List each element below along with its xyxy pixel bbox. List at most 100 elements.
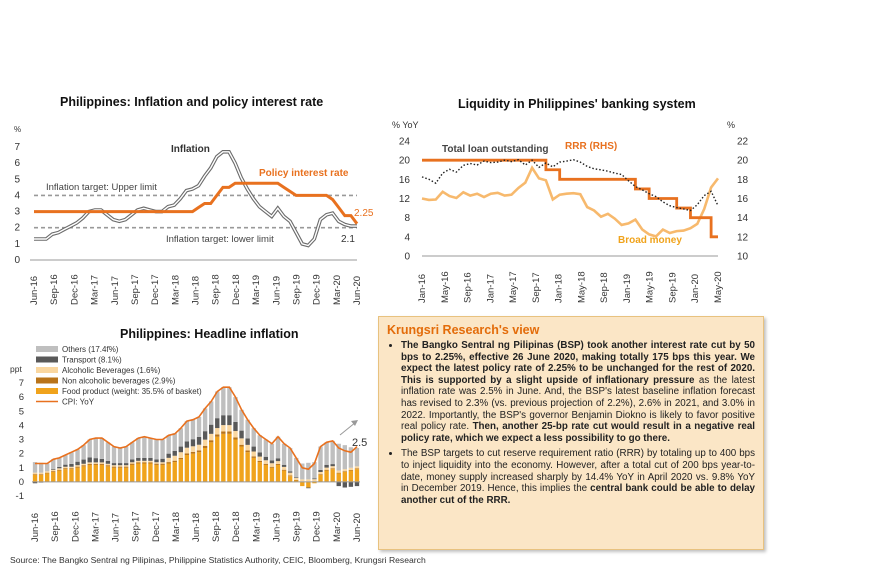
- y-left-tick-label: 16: [399, 175, 411, 186]
- bar-alcoholic: [275, 461, 281, 464]
- bar-transport: [130, 459, 135, 463]
- bullet1-text: as the latest inflation rate was 2.5% in…: [401, 374, 755, 433]
- bar-alcoholic: [306, 479, 311, 482]
- bar-others: [69, 452, 74, 464]
- bar-food: [202, 447, 208, 482]
- bar-others: [172, 433, 177, 451]
- bar-transport: [208, 424, 214, 434]
- bar-food: [208, 442, 214, 482]
- bar-non-alcoholic: [148, 462, 153, 464]
- x-tick-label: Mar-19: [251, 275, 262, 305]
- legend-swatch: [36, 346, 58, 352]
- bar-transport: [57, 466, 62, 469]
- bar-non-alcoholic: [44, 472, 50, 474]
- legend-swatch: [36, 388, 58, 394]
- inflation-annotation: Inflation: [171, 144, 210, 155]
- bar-non-alcoholic: [239, 444, 244, 447]
- bar-alcoholic: [130, 462, 135, 464]
- bar-non-alcoholic: [354, 468, 360, 470]
- y-right-tick-label: 20: [737, 156, 749, 167]
- x-tick-label: Dec-17: [150, 274, 161, 305]
- bar-food: [93, 464, 98, 482]
- bar-food: [330, 469, 335, 482]
- bar-alcoholic: [81, 463, 86, 466]
- y-tick-label: 0: [14, 255, 20, 266]
- inflation-policy-rate-chart: Philippines: Inflation and policy intere…: [14, 95, 374, 305]
- bar-alcoholic: [136, 460, 141, 463]
- y-right-tick-label: 12: [737, 232, 749, 243]
- bar-others: [123, 446, 129, 464]
- legend-label: Alcoholic Beverages (1.6%): [62, 366, 161, 375]
- bar-non-alcoholic: [93, 463, 98, 465]
- x-tick-label: Sep-16: [49, 274, 60, 305]
- y-right-tick-label: 16: [737, 194, 749, 205]
- bar-alcoholic: [63, 466, 68, 469]
- x-tick-label: Mar-20: [332, 512, 343, 542]
- series-total-loan: [421, 158, 719, 212]
- bar-food: [312, 481, 317, 484]
- bar-non-alcoholic: [208, 440, 214, 443]
- legend-swatch: [36, 367, 58, 373]
- bar-transport: [215, 418, 220, 429]
- bar-transport: [117, 463, 123, 466]
- x-tick-label: May-19: [645, 271, 656, 303]
- bar-others: [318, 446, 323, 470]
- x-tick-label: Sep-17: [531, 272, 542, 303]
- bar-alcoholic: [184, 447, 190, 454]
- x-tick-label: May-18: [576, 271, 587, 303]
- bar-transport: [275, 458, 281, 462]
- bar-others: [184, 421, 190, 442]
- bar-alcoholic: [117, 465, 123, 467]
- bar-food: [142, 463, 147, 482]
- bar-alcoholic: [202, 439, 208, 446]
- x-tick-label: Jun-19: [271, 513, 282, 542]
- bar-transport: [105, 460, 111, 464]
- bar-transport: [93, 458, 98, 463]
- x-tick-label: Sep-19: [292, 511, 303, 542]
- rrr-annotation: RRR (RHS): [565, 141, 617, 152]
- bar-transport: [306, 487, 311, 489]
- y-right-tick-label: 14: [737, 213, 749, 224]
- bar-alcoholic: [251, 451, 256, 457]
- bar-non-alcoholic: [123, 466, 129, 468]
- x-tick-label: Dec-16: [70, 511, 81, 542]
- bar-non-alcoholic: [184, 453, 190, 456]
- bar-alcoholic: [105, 463, 111, 466]
- bar-others: [142, 436, 147, 459]
- bar-others: [300, 463, 305, 480]
- x-tick-label: Mar-18: [170, 275, 181, 305]
- bar-non-alcoholic: [215, 434, 220, 437]
- bar-transport: [69, 463, 74, 467]
- bar-others: [227, 387, 232, 416]
- bar-transport: [251, 446, 256, 452]
- bar-others: [87, 439, 92, 458]
- bar-alcoholic: [221, 425, 226, 432]
- bar-alcoholic: [32, 472, 38, 475]
- x-tick-label: Mar-17: [90, 275, 101, 305]
- bar-food: [111, 467, 117, 482]
- bar-others: [263, 439, 269, 457]
- bar-food: [227, 433, 232, 482]
- bar-food: [324, 470, 329, 482]
- bar-non-alcoholic: [81, 465, 86, 467]
- legend-swatch: [36, 377, 58, 384]
- bar-others: [239, 409, 244, 431]
- bar-food: [38, 474, 44, 482]
- bar-others: [287, 447, 293, 472]
- series-inflation: [34, 151, 357, 247]
- bar-transport: [136, 458, 141, 461]
- x-tick-label: Mar-19: [251, 512, 262, 542]
- bar-food: [354, 469, 360, 482]
- bar-others: [233, 397, 238, 422]
- bar-alcoholic: [111, 465, 117, 467]
- bar-non-alcoholic: [281, 469, 287, 471]
- bar-alcoholic: [75, 465, 80, 467]
- bar-non-alcoholic: [330, 468, 335, 470]
- x-tick-label: Sep-16: [463, 272, 474, 303]
- bar-others: [208, 401, 214, 425]
- bar-food: [178, 459, 184, 482]
- bar-others: [294, 457, 299, 478]
- y-tick-label: 4: [19, 420, 24, 431]
- series-inflation-outline: [34, 150, 357, 248]
- bar-non-alcoholic: [38, 474, 44, 475]
